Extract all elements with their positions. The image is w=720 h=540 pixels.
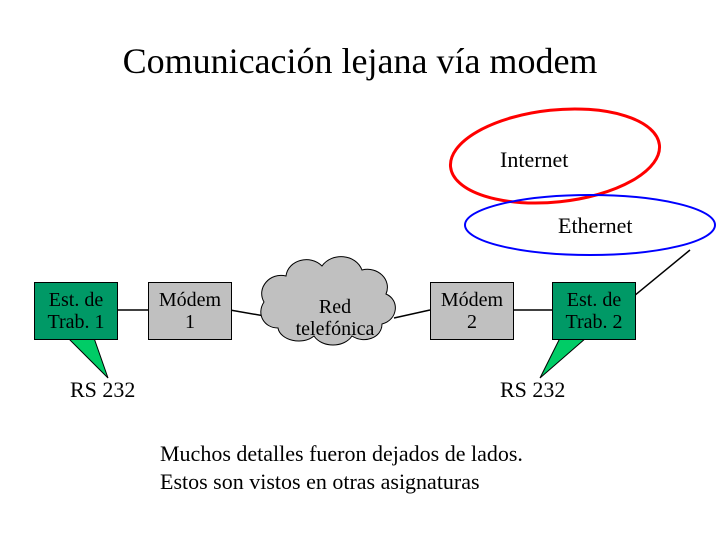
modem-1-line2: 1 [185,311,195,333]
workstation-1-line2: Trab. 1 [47,311,104,333]
telephone-cloud-label: Red telefónica [280,296,390,340]
caption-text: Muchos detalles fueron dejados de lados.… [160,440,523,495]
workstation-2-line1: Est. de [567,289,621,311]
workstation-2-box: Est. de Trab. 2 [552,282,636,340]
workstation-2-line2: Trab. 2 [565,311,622,333]
workstation-1-box: Est. de Trab. 1 [34,282,118,340]
ethernet-label: Ethernet [558,214,633,238]
modem-1-line1: Módem [159,289,221,311]
modem-2-line1: Módem [441,289,503,311]
cloud-line1: Red [319,296,351,318]
rs232-callout-left-icon [68,338,108,378]
rs232-right-label: RS 232 [500,378,565,402]
modem-1-box: Módem 1 [148,282,232,340]
diagram-stage: Comunicación lejana vía modem Internet E… [0,0,720,540]
slide-title: Comunicación lejana vía modem [0,40,720,82]
rs232-left-label: RS 232 [70,378,135,402]
caption-line1: Muchos detalles fueron dejados de lados. [160,441,523,466]
cloud-line2: telefónica [296,318,375,340]
rs232-callout-right-icon [540,338,586,378]
modem-2-box: Módem 2 [430,282,514,340]
modem-2-line2: 2 [467,311,477,333]
caption-line2: Estos son vistos en otras asignaturas [160,469,480,494]
workstation-1-line1: Est. de [49,289,103,311]
internet-label: Internet [500,148,568,172]
